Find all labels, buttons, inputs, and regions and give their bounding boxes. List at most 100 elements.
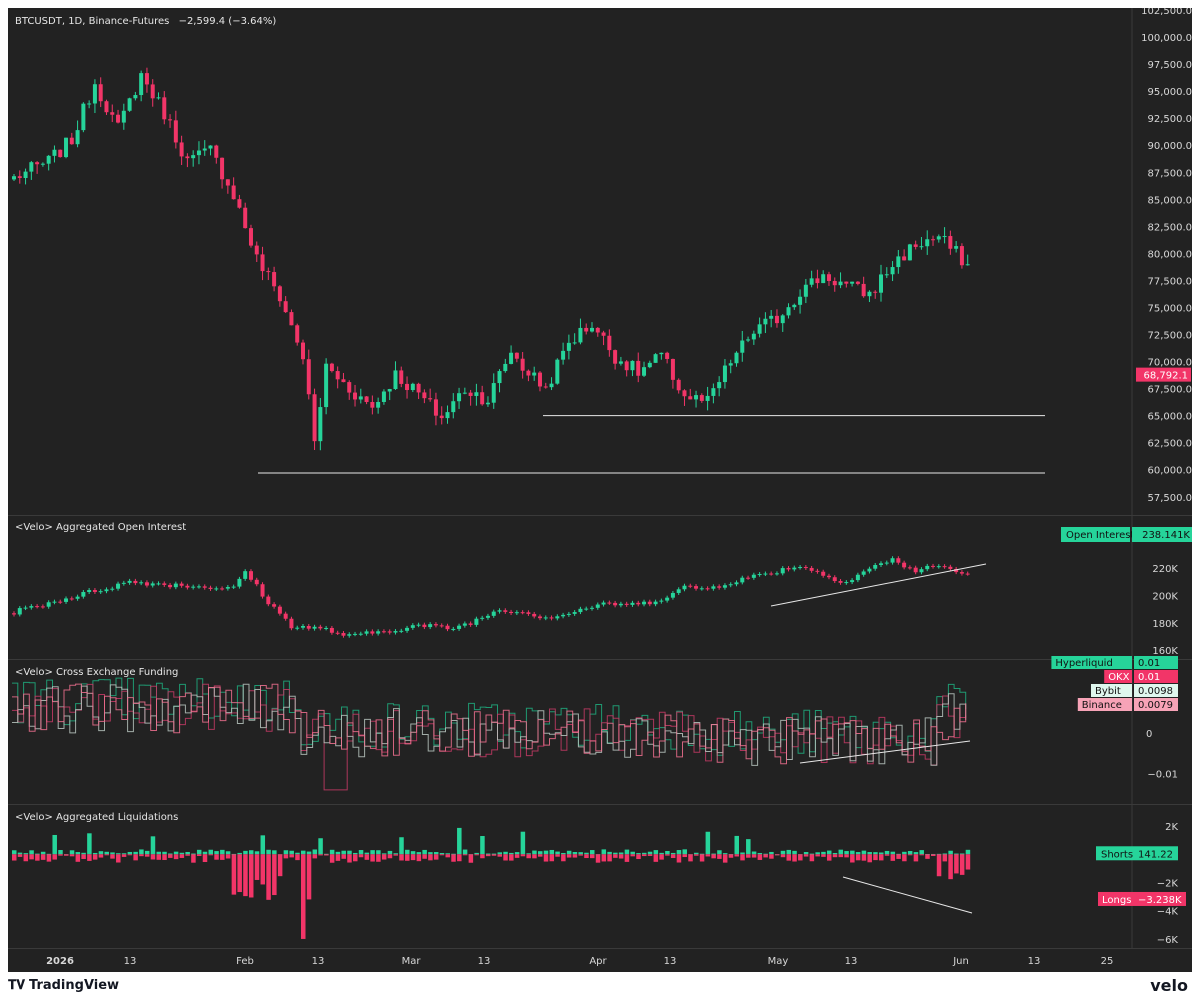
liq-long-bar bbox=[613, 854, 618, 858]
liq-short-bar bbox=[173, 851, 179, 855]
liq-short-bar bbox=[532, 850, 537, 855]
liq-long-bar bbox=[237, 854, 242, 893]
candle bbox=[867, 291, 872, 297]
liq-short-bar bbox=[566, 850, 572, 855]
liq-short-bar bbox=[185, 851, 190, 855]
candle bbox=[665, 352, 670, 359]
liq-long-bar bbox=[381, 854, 387, 860]
liq-short-bar bbox=[474, 852, 479, 855]
liq-long-bar bbox=[595, 854, 601, 863]
chart-canvas[interactable]: 102,500.0 100,000.0 97,500.0 95,000.0 92,500… bbox=[8, 6, 1192, 972]
liq-long-bar bbox=[607, 854, 612, 862]
candle bbox=[780, 315, 785, 324]
oi-candle bbox=[826, 575, 831, 578]
oi-candle bbox=[740, 577, 745, 583]
oi-candle bbox=[532, 613, 537, 617]
funding-line bbox=[12, 683, 967, 765]
oi-candle bbox=[503, 610, 508, 612]
liq-short-bar bbox=[711, 853, 716, 855]
candle bbox=[965, 264, 970, 266]
funding-badge-value-text: 0.01 bbox=[1138, 672, 1160, 683]
liq-short-bar bbox=[705, 831, 711, 855]
liq-tick: −2K bbox=[1157, 879, 1179, 890]
oi-candle bbox=[179, 583, 184, 586]
liq-long-bar bbox=[590, 854, 595, 859]
liq-short-bar bbox=[630, 851, 635, 855]
oi-candle bbox=[399, 630, 404, 632]
funding-line bbox=[12, 683, 967, 766]
candle bbox=[225, 179, 230, 186]
liq-short-bar bbox=[884, 850, 890, 855]
liq-long-bar bbox=[457, 854, 462, 862]
price-tick: 85,000.0 bbox=[1147, 195, 1192, 206]
liq-bars bbox=[12, 827, 971, 939]
oi-candle bbox=[803, 567, 808, 569]
oi-candle bbox=[670, 592, 675, 598]
oi-candle bbox=[936, 566, 941, 568]
liq-short-bar bbox=[428, 852, 433, 855]
liq-long-bar bbox=[110, 854, 115, 859]
oi-name-badge bbox=[1061, 527, 1130, 542]
liq-long-bar bbox=[347, 854, 352, 863]
candle bbox=[283, 301, 288, 313]
oi-candle bbox=[272, 604, 277, 607]
liq-long-bar bbox=[104, 854, 109, 856]
liq-short-bar bbox=[341, 850, 346, 855]
liq-short-bar bbox=[549, 849, 555, 855]
liq-short-bar bbox=[329, 849, 335, 855]
candle bbox=[266, 271, 271, 273]
oi-candle bbox=[659, 600, 664, 602]
liq-long-bar bbox=[202, 854, 208, 863]
oi-tick: 220K bbox=[1152, 564, 1178, 575]
liq-long-bar bbox=[526, 854, 531, 859]
liq-long-bar bbox=[653, 854, 659, 862]
candle bbox=[890, 267, 895, 275]
tradingview-logo[interactable]: 𝐓𝐕 TradingView bbox=[8, 978, 119, 993]
oi-candle bbox=[81, 592, 86, 597]
candle bbox=[647, 362, 652, 368]
oi-candle bbox=[884, 562, 889, 564]
oi-candle bbox=[185, 585, 190, 588]
candle bbox=[173, 120, 178, 143]
shorts-name-badge bbox=[1096, 846, 1134, 861]
footer bbox=[0, 972, 1200, 1002]
oi-candle bbox=[433, 624, 438, 626]
candle bbox=[150, 84, 155, 99]
oi-candle bbox=[220, 588, 225, 590]
liq-long-bar bbox=[520, 854, 526, 857]
oi-candle bbox=[676, 589, 681, 593]
liq-long-bar bbox=[769, 854, 774, 859]
liq-short-bar bbox=[647, 851, 653, 855]
candle bbox=[104, 101, 109, 113]
liq-long-bar bbox=[578, 854, 583, 856]
liq-long-bar bbox=[29, 854, 34, 860]
liq-short-bar bbox=[272, 850, 277, 855]
x-tick: 25 bbox=[1101, 956, 1114, 967]
oi-candle bbox=[919, 569, 924, 573]
liq-short-bar bbox=[965, 849, 971, 855]
candle bbox=[653, 354, 658, 363]
liq-long-bar bbox=[913, 854, 919, 862]
oi-candle bbox=[283, 613, 288, 619]
liq-long-bar bbox=[722, 854, 728, 863]
candle bbox=[936, 236, 941, 240]
oi-candle bbox=[549, 617, 554, 619]
oi-candle bbox=[428, 624, 433, 628]
oi-candle bbox=[763, 573, 768, 575]
liq-short-bar bbox=[75, 852, 81, 855]
candle bbox=[381, 391, 386, 402]
liq-long-bar bbox=[832, 854, 838, 858]
liq-long-bar bbox=[387, 854, 393, 859]
liq-long-bar bbox=[838, 854, 844, 858]
oi-candle bbox=[468, 623, 473, 625]
oi-candle bbox=[144, 582, 149, 586]
liq-short-bar bbox=[220, 849, 225, 855]
oi-candle bbox=[954, 568, 959, 573]
chart-area[interactable]: 102,500.0 100,000.0 97,500.0 95,000.0 92,500… bbox=[8, 6, 1192, 972]
liq-short-bar bbox=[376, 850, 381, 855]
candle bbox=[803, 284, 808, 297]
liq-short-bar bbox=[555, 851, 560, 855]
candle bbox=[607, 335, 612, 351]
shorts-name-label: Shorts bbox=[1101, 849, 1133, 860]
candle bbox=[387, 389, 392, 392]
